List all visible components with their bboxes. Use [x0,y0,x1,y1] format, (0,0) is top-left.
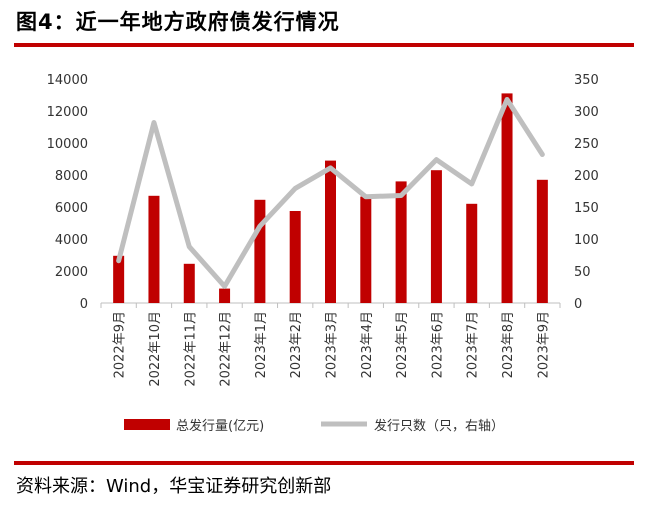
x-tick-label: 2023年4月 [360,311,375,378]
bar [430,170,442,303]
chart: 0 2000 4000 6000 8000 10000 12000 14000 0 50 100 15… [47,73,599,434]
legend: 总发行量(亿元) 发行只数（只，右轴） [124,418,504,434]
legend-line-label: 发行只数（只，右轴） [374,418,504,434]
x-tick-label: 2022年11月 [183,311,198,387]
y-left-tick-label: 4000 [55,233,88,248]
y-left-tick-label: 0 [80,297,88,312]
y-right-tick-label: 150 [574,201,599,216]
y-right-tick-label: 200 [574,169,599,184]
figure-title: 图4：近一年地方政府债发行情况 [16,10,340,34]
x-tick-label: 2023年8月 [501,311,516,378]
bar [219,288,231,303]
bar [325,160,336,303]
x-tick-label: 2022年12月 [219,311,234,387]
bar [501,93,513,304]
y-right-tick-label: 250 [574,137,599,152]
bar [113,255,125,303]
bar [148,195,160,303]
y-left-tick-label: 12000 [47,105,88,120]
bar [360,196,372,303]
x-tick-label: 2023年1月 [254,311,269,378]
title-rule [14,43,634,47]
x-tick-label: 2023年9月 [536,311,551,378]
x-tick-label: 2022年9月 [113,311,128,378]
chart-axes: 0 2000 4000 6000 8000 10000 12000 14000 0 50 100 15… [47,73,599,387]
y-left-tick-label: 6000 [55,201,88,216]
legend-bar-swatch [124,419,170,430]
x-tick-label: 2022年10月 [148,311,163,387]
x-tick-label: 2023年6月 [430,311,445,378]
y-left-tick-label: 14000 [47,73,88,88]
y-left-tick-label: 2000 [55,265,88,280]
legend-bar-label: 总发行量(亿元) [176,418,264,434]
bar [395,181,407,303]
x-tick-label: 2023年2月 [289,311,304,378]
bar [536,179,548,303]
y-left-tick-label: 8000 [55,169,88,184]
x-tick-label: 2023年5月 [395,311,410,378]
y-right-tick-label: 50 [574,265,591,280]
x-tick-label: 2023年7月 [466,311,481,378]
y-left-tick-label: 10000 [47,137,88,152]
bar-series [113,93,548,304]
y-right-tick-label: 300 [574,105,599,120]
y-right-tick-label: 350 [574,73,599,88]
y-right-tick-label: 0 [574,297,582,312]
x-tick-label: 2023年3月 [325,311,340,378]
bar [466,203,478,303]
bar [289,211,301,303]
line-series [116,96,545,289]
bar [254,199,266,303]
source-note: 资料来源：Wind，华宝证券研究创新部 [16,476,332,497]
bar [183,263,195,303]
source-rule [14,461,634,465]
y-right-tick-label: 100 [574,233,599,248]
